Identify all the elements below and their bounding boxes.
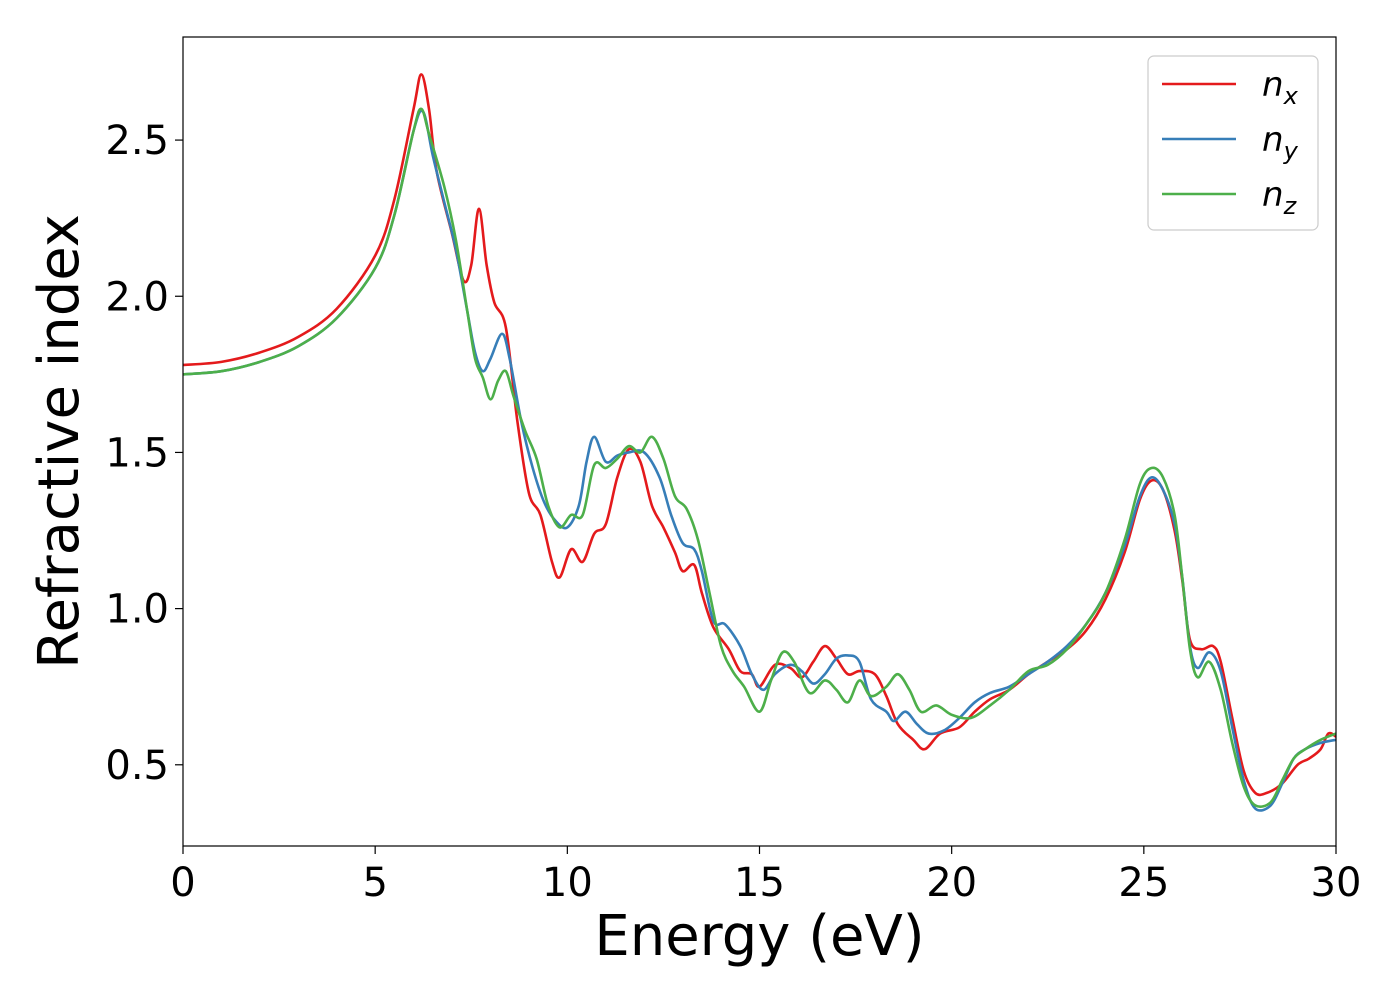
- x-tick-label: 20: [926, 860, 977, 906]
- y-tick-label: 2.0: [105, 274, 169, 320]
- y-axis-title: Refractive index: [27, 214, 92, 669]
- y-tick-label: 2.5: [105, 118, 169, 164]
- y-tick-label: 1.0: [105, 587, 169, 633]
- y-tick-label: 0.5: [105, 743, 169, 789]
- legend-box: [1147, 55, 1319, 231]
- legend-label-z: nz: [1262, 175, 1298, 220]
- x-tick-label: 0: [170, 860, 195, 906]
- legend-label-x: nx: [1262, 65, 1299, 110]
- x-axis: 0 5 10 15 20 25 30: [170, 846, 1361, 906]
- series-line-z: [183, 107, 1336, 808]
- x-tick-label: 25: [1118, 860, 1169, 906]
- legend-label-y: ny: [1262, 120, 1299, 165]
- x-axis-title: Energy (eV): [594, 904, 924, 969]
- series-layer: [183, 73, 1336, 812]
- y-axis: 0.5 1.0 1.5 2.0 2.5: [105, 118, 183, 789]
- y-tick-label: 1.5: [105, 430, 169, 476]
- x-tick-label: 15: [734, 860, 785, 906]
- x-tick-label: 10: [542, 860, 593, 906]
- x-tick-label: 30: [1311, 860, 1362, 906]
- legend: nx ny nz: [1147, 55, 1319, 231]
- x-tick-label: 5: [362, 860, 387, 906]
